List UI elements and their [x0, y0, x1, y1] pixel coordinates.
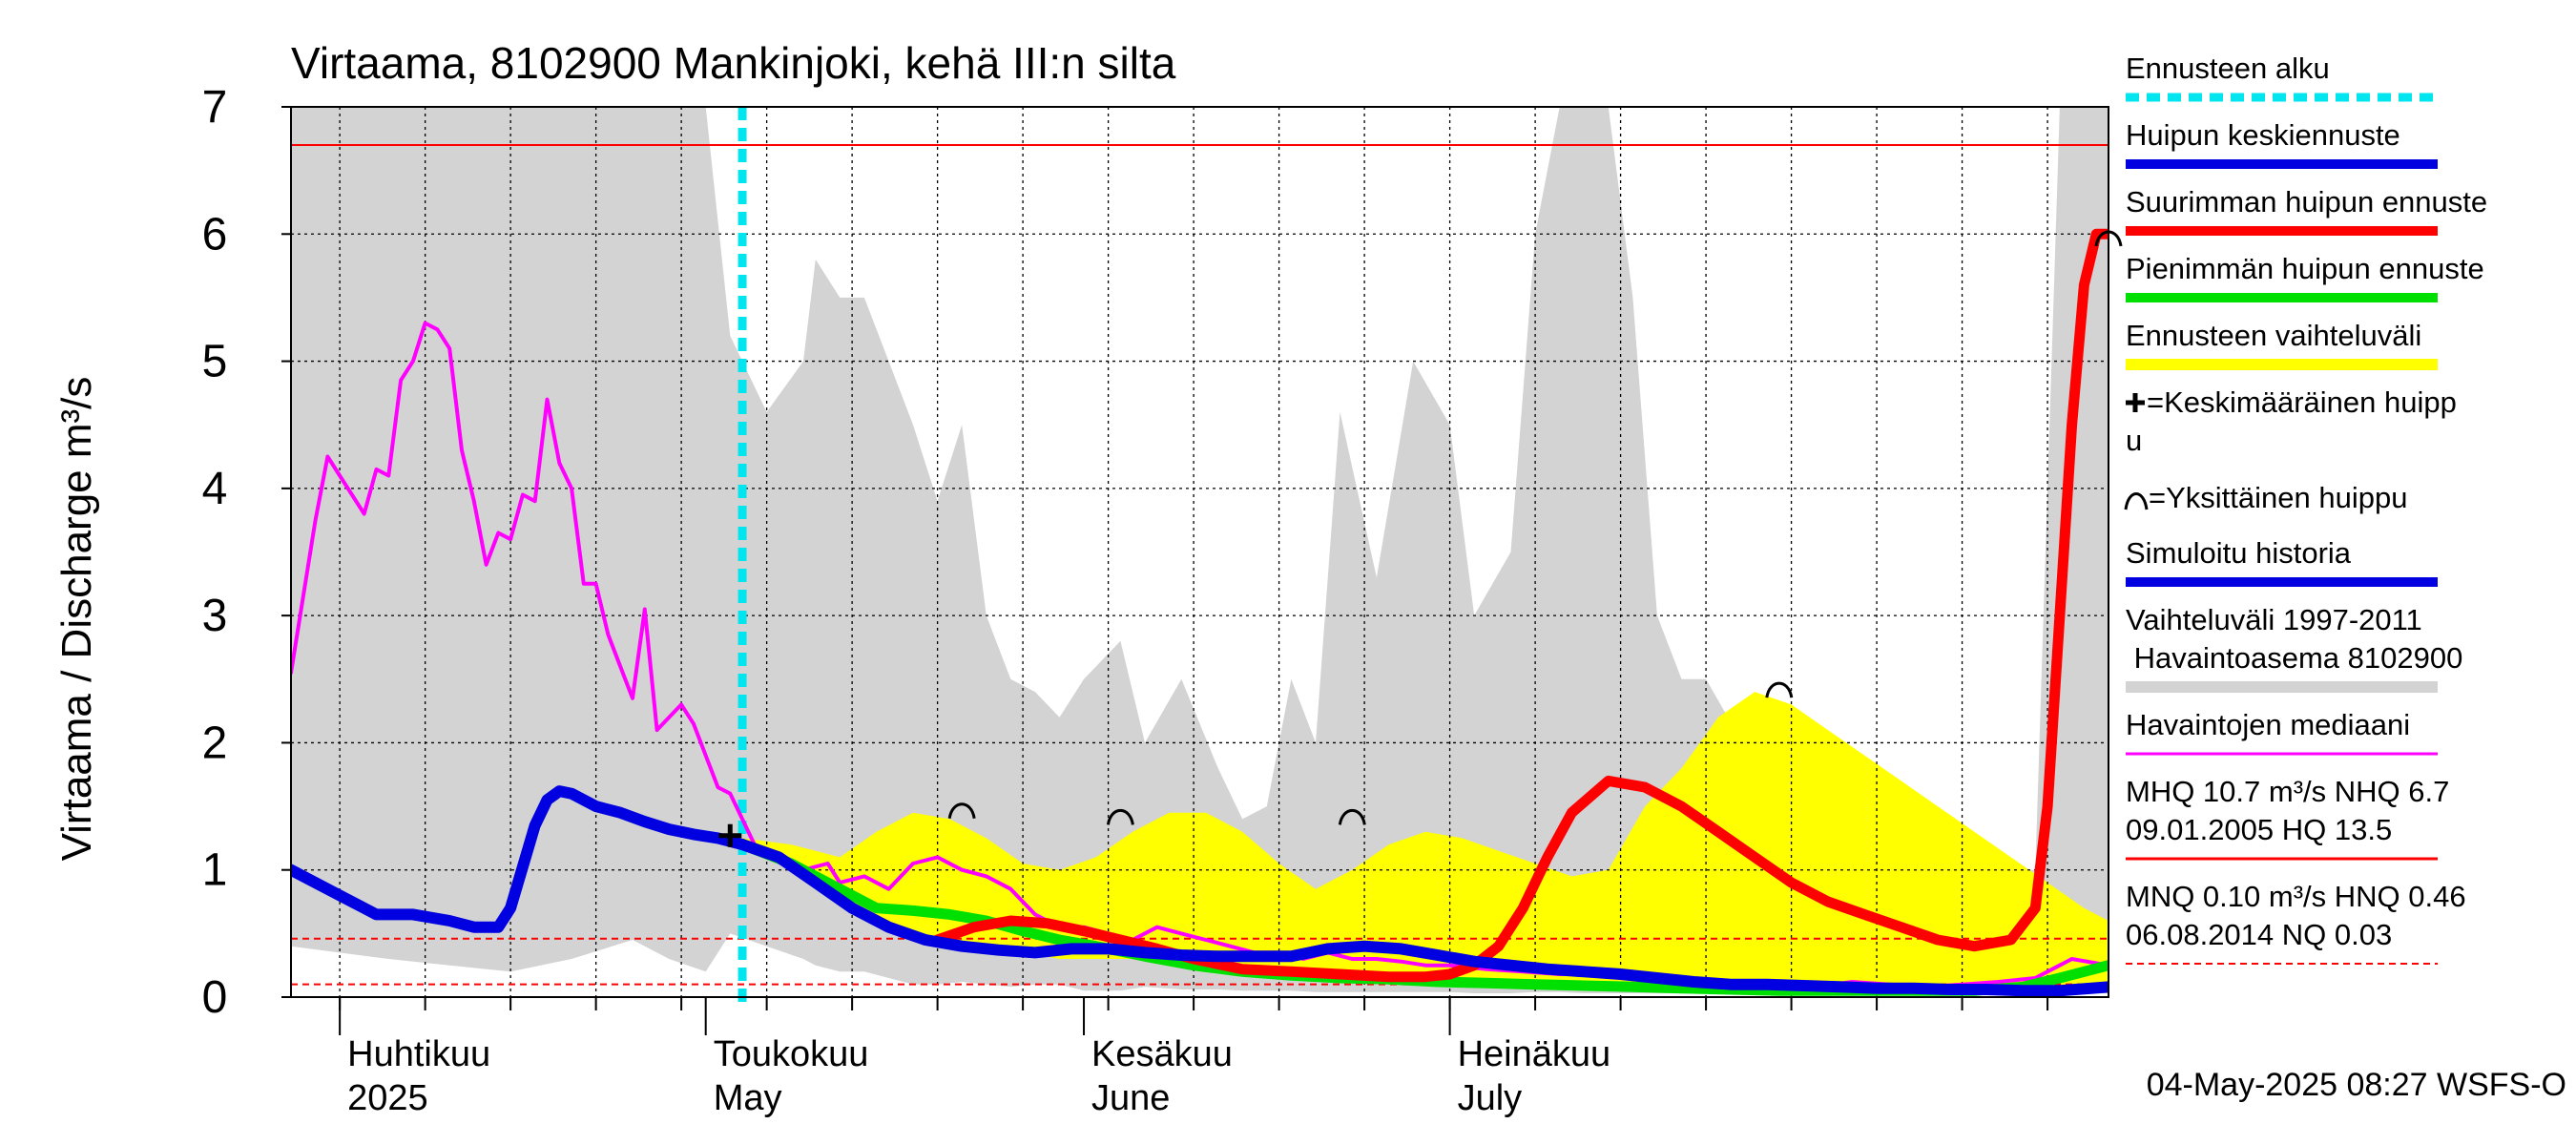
legend-item-median: Havaintojen mediaani	[2126, 708, 2438, 756]
month-label-en: 2025	[347, 1078, 428, 1118]
historical-range-band	[291, 107, 2109, 993]
forecast-range-band	[742, 692, 2109, 991]
legend-label: MNQ 0.10 m³/s HNQ 0.46 06.08.2014 NQ 0.03	[2126, 880, 2466, 951]
legend-label: Ennusteen alku	[2126, 52, 2330, 85]
single-peak-marker	[1106, 808, 1134, 825]
legend-item-forecast-range: Ennusteen vaihteluväli	[2126, 319, 2438, 370]
y-tick-label: 6	[202, 209, 228, 260]
legend-item-max-forecast: Suurimman huipun ennuste	[2126, 185, 2487, 236]
grid-layer	[291, 107, 2109, 997]
legend-item-single-peak: =Yksittäinen huippu	[2124, 481, 2407, 514]
legend-label: Havaintojen mediaani	[2126, 708, 2410, 741]
legend-label: =Keskimääräinen huipp u	[2126, 385, 2457, 457]
legend-item-min-forecast: Pienimmän huipun ennuste	[2126, 252, 2484, 302]
y-tick-label: 3	[202, 591, 228, 641]
legend-item-simulated: Simuloitu historia	[2126, 536, 2438, 587]
y-axis-label: Virtaama / Discharge m³/s	[53, 377, 100, 862]
legend-label: MHQ 10.7 m³/s NHQ 6.7 09.01.2005 HQ 13.5	[2126, 775, 2449, 846]
month-label-en: June	[1091, 1078, 1170, 1118]
legend: Ennusteen alku Huipun keskiennuste Suurimm…	[2124, 52, 2487, 965]
y-tick-label: 2	[202, 718, 228, 768]
y-tick-label: 4	[202, 464, 228, 514]
mean-peak-marker	[718, 823, 742, 847]
y-tick-label: 0	[202, 972, 228, 1023]
single-peak-marker	[947, 802, 976, 820]
legend-item-hist-range: Vaihteluväli 1997-2011 Havaintoasema 810…	[2126, 603, 2462, 693]
legend-label: Vaihteluväli 1997-2011 Havaintoasema 810…	[2126, 603, 2462, 675]
legend-label: Pienimmän huipun ennuste	[2126, 252, 2484, 285]
single-peak-marker	[1765, 681, 1794, 698]
legend-item-mean-peak: =Keskimääräinen huipp u	[2126, 385, 2457, 457]
y-tick-label: 1	[202, 845, 228, 896]
timestamp: 04-May-2025 08:27 WSFS-O	[2147, 1067, 2566, 1103]
legend-item-stats-high: MHQ 10.7 m³/s NHQ 6.7 09.01.2005 HQ 13.5	[2126, 775, 2449, 861]
month-label-fi: Heinäkuu	[1458, 1034, 1611, 1074]
month-label-en: July	[1458, 1078, 1523, 1118]
legend-item-stats-low: MNQ 0.10 m³/s HNQ 0.46 06.08.2014 NQ 0.03	[2126, 880, 2466, 965]
y-tick-label: 7	[202, 82, 228, 133]
legend-item-forecast-start: Ennusteen alku	[2126, 52, 2438, 102]
legend-label: Suurimman huipun ennuste	[2126, 185, 2487, 219]
axes-layer: 01234567Huhtikuu2025ToukokuuMayKesäkuuJu…	[202, 82, 2049, 1118]
legend-label: Huipun keskiennuste	[2126, 118, 2400, 152]
plot-frame	[290, 106, 2109, 998]
legend-label: Simuloitu historia	[2126, 536, 2352, 570]
series-mean-forecast	[737, 839, 2109, 997]
series-simulated	[291, 785, 749, 933]
month-label-fi: Huhtikuu	[347, 1034, 490, 1074]
chart-title: Virtaama, 8102900 Mankinjoki, kehä III:n…	[291, 38, 1176, 88]
bands-layer	[291, 107, 2109, 993]
legend-label: Ennusteen vaihteluväli	[2126, 319, 2421, 352]
single-peak-marker	[1338, 808, 1366, 825]
series-layer	[291, 107, 2109, 1005]
legend-label: =Yksittäinen huippu	[2149, 481, 2407, 514]
legend-item-mean-forecast: Huipun keskiennuste	[2126, 118, 2438, 169]
month-label-fi: Toukokuu	[714, 1034, 869, 1074]
month-label-fi: Kesäkuu	[1091, 1034, 1233, 1074]
y-tick-label: 5	[202, 337, 228, 387]
month-label-en: May	[714, 1078, 782, 1118]
